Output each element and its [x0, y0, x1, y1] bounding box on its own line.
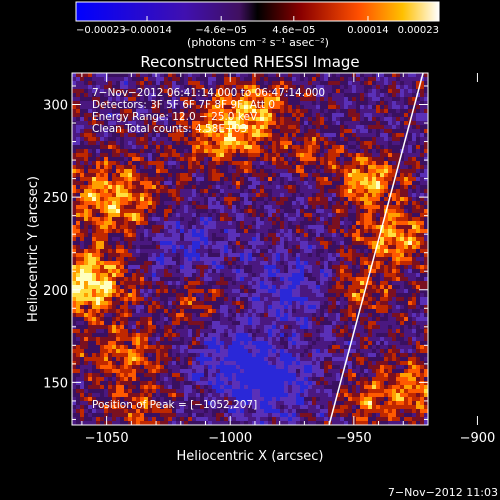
colorbar: −0.00023−0.00014 −4.6e−05 4.6e−05 0.00014 0.…: [75, 1, 440, 49]
y-tick-label: 150: [43, 376, 68, 391]
x-tick-label: −900: [460, 431, 496, 446]
footer-timestamp: 7−Nov−2012 11:03: [388, 486, 498, 499]
chart-title: Reconstructed RHESSI Image: [140, 53, 359, 71]
y-axis: 150 200 250 300: [43, 85, 428, 420]
colorbar-tick-label: 4.6e−05: [272, 25, 315, 36]
colorbar-tick-label: 0.00023: [398, 25, 439, 36]
solar-limb-line: [328, 73, 424, 425]
x-tick-label: −1000: [208, 431, 252, 446]
y-tick-label: 250: [43, 191, 68, 206]
colorbar-unit-label: (photons cm⁻² s⁻¹ asec⁻²): [187, 36, 329, 49]
annotation-detectors: Detectors: 3F 5F 6F 7F 8F 9F, Att 0: [92, 99, 275, 111]
colorbar-tick-label: −0.00014: [122, 25, 172, 36]
y-axis-label: Heliocentric Y (arcsec): [26, 176, 41, 322]
heatmap-image: [72, 73, 428, 425]
y-tick-label: 300: [43, 98, 68, 113]
annotation-clean-counts: Clean Total counts: 4.58E+03: [92, 123, 247, 135]
colorbar-tick-label: −0.00023: [76, 25, 126, 36]
annotation-energy-range: Energy Range: 12.0 − 25.0 keV: [92, 111, 258, 123]
x-tick-label: −950: [336, 431, 372, 446]
x-tick-label: −1050: [85, 431, 129, 446]
colorbar-strip: [75, 1, 440, 22]
plot-frame: [71, 72, 429, 426]
colorbar-ticks: −0.00023−0.00014 −4.6e−05 4.6e−05 0.00014 0.…: [75, 16, 440, 36]
colorbar-tick-label: 0.00014: [347, 25, 388, 36]
y-tick-label: 200: [43, 284, 68, 299]
colorbar-tick-label: −4.6e−05: [195, 25, 247, 36]
image-annotations: 7−Nov−2012 06:41:14.000 to 06:47:14.000 …: [92, 87, 325, 411]
x-axis: −1050 −1000 −950 −900: [81, 73, 496, 446]
x-axis-label: Heliocentric X (arcsec): [177, 449, 324, 464]
annotation-peak-position: Position of Peak = [−1052,207]: [92, 399, 257, 411]
annotation-time-range: 7−Nov−2012 06:41:14.000 to 06:47:14.000: [92, 87, 325, 99]
